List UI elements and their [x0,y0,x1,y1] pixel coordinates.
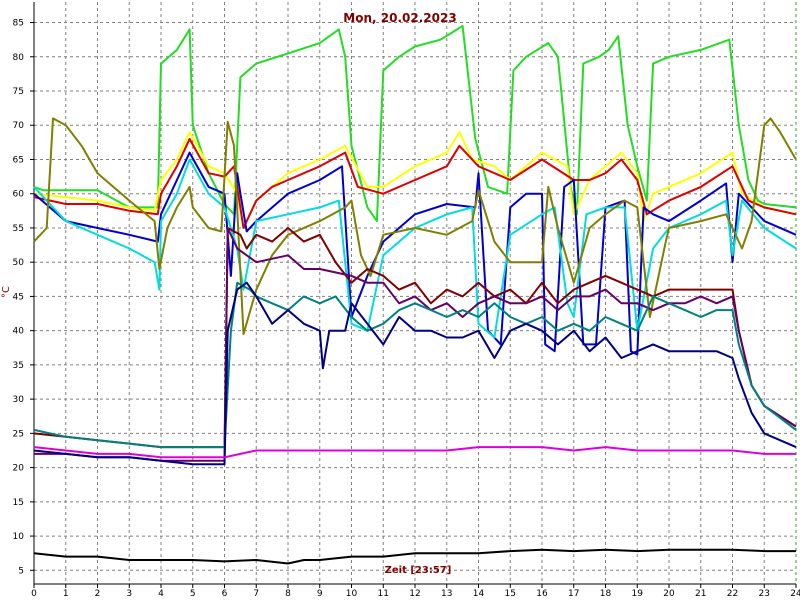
y-tick-label: 60 [13,190,25,200]
y-tick-label: 20 [13,464,25,474]
x-tick-label: 0 [31,589,37,599]
y-tick-label: 65 [13,155,24,165]
series-line-11 [33,446,796,459]
x-tick-label: 3 [126,589,132,599]
x-tick-label: 19 [632,589,644,599]
series-line-6 [33,117,797,336]
y-tick-label: 45 [13,292,24,302]
series-line-2 [33,131,797,229]
tick-labels: 0 1 2 3 4 5 6 7 8 9 10 11 12 13 14 15 16 17 18 19 20 21 22 23 24… [13,19,800,599]
y-tick-label: 70 [13,121,25,131]
series-line-10 [33,281,797,466]
y-axis-label: °C [1,286,12,298]
x-tick-label: 5 [190,589,196,599]
x-tick-label: 8 [285,589,291,599]
y-tick-label: 5 [18,566,24,576]
x-tick-label: 10 [346,589,358,599]
y-tick-label: 40 [13,327,25,337]
x-tick-label: 21 [695,589,706,599]
x-tick-label: 22 [727,589,738,599]
series-line-8 [34,227,797,462]
y-tick-label: 35 [13,361,24,371]
x-tick-label: 2 [95,589,101,599]
x-tick-label: 7 [253,589,259,599]
y-tick-label: 55 [13,224,24,234]
series-line-7 [33,227,797,449]
y-tick-label: 25 [13,429,24,439]
x-tick-label: 18 [600,589,612,599]
x-tick-label: 11 [378,589,389,599]
grid [30,2,797,588]
series-line-9 [33,281,797,449]
y-tick-label: 50 [13,258,25,268]
x-tick-label: 16 [536,589,548,599]
time-annotation: Zeit [23:57] [385,565,452,576]
x-tick-label: 24 [790,589,800,599]
x-tick-label: 6 [222,589,228,599]
series-group [33,25,797,565]
x-tick-label: 4 [158,589,164,599]
x-tick-label: 9 [317,589,323,599]
x-tick-label: 12 [409,589,420,599]
x-tick-label: 15 [505,589,516,599]
y-tick-label: 85 [13,19,24,29]
series-line-4 [33,151,797,356]
series-line-5 [33,158,797,339]
series-line-12 [33,548,796,565]
x-tick-label: 23 [759,589,770,599]
x-tick-label: 1 [63,589,69,599]
x-tick-label: 17 [568,589,579,599]
y-tick-label: 30 [13,395,25,405]
x-tick-label: 13 [441,589,452,599]
y-tick-label: 80 [13,53,25,63]
series-line-1 [33,25,797,223]
y-tick-label: 15 [13,498,24,508]
chart-title: Mon, 20.02.2023 [343,11,456,25]
y-tick-label: 10 [13,532,25,542]
x-tick-label: 14 [473,589,485,599]
y-tick-label: 75 [13,87,24,97]
series-line-3 [33,137,797,229]
x-tick-label: 20 [663,589,675,599]
axes [33,2,796,585]
